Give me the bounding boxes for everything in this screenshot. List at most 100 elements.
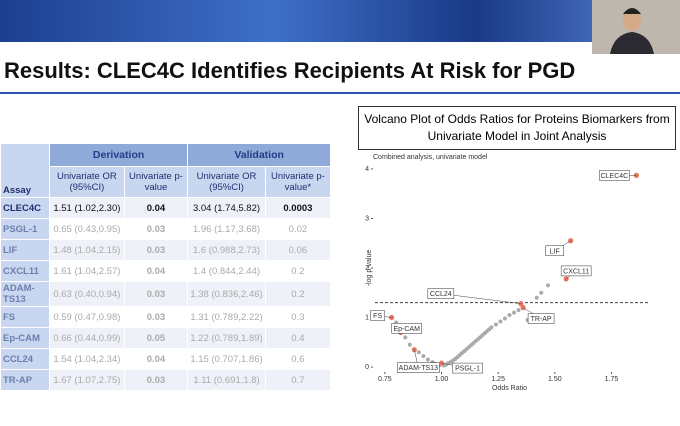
x-tick-label: 1.25 — [491, 376, 505, 383]
x-tick-label: 1.75 — [605, 376, 619, 383]
table-cell: 1.54 (1.04,2.34) — [49, 348, 125, 370]
group-header: Validation — [187, 143, 331, 167]
table-cell: CXCL11 — [0, 260, 50, 282]
point — [407, 342, 412, 347]
x-tick-label: 1.00 — [435, 376, 449, 383]
table-cell: 0.66 (0.44,0.99) — [49, 327, 125, 349]
point — [493, 322, 498, 327]
webcam — [592, 0, 680, 54]
table-cell: 0.03 — [123, 369, 189, 391]
y-tick-label: 4 — [365, 166, 369, 173]
label-box — [545, 245, 564, 257]
table-cell: 0.63 (0.40,0.94) — [49, 281, 125, 307]
table-row: Ep-CAM 0.66 (0.44,0.99) 0.05 1.22 (0.789,1.… — [0, 327, 332, 349]
table-row: LIF 1.48 (1.04,2.15) 0.03 1.6 (0.988,2.73) 0… — [0, 239, 332, 261]
label-box — [397, 362, 440, 373]
table-cell: 1.61 (1.04,2.57) — [49, 260, 125, 282]
point — [512, 310, 517, 315]
table-cell: 0.2 — [264, 260, 332, 282]
point-label: ADAM-TS13 — [399, 365, 438, 372]
slide-title: Results: CLEC4C Identifies Recipients At… — [4, 58, 576, 83]
table-cell: 0.03 — [123, 218, 189, 240]
table-row: CXCL11 1.61 (1.04,2.57) 0.04 1.4 (0.844,2.4… — [0, 260, 332, 282]
table-cell: 0.7 — [264, 369, 332, 391]
table-cell: LIF — [0, 239, 50, 261]
highlight-point — [563, 276, 569, 282]
point — [539, 290, 544, 295]
table-cell: 1.11 (0.691,1.8) — [187, 369, 266, 391]
table-cell: 1.6 (0.988,2.73) — [187, 239, 266, 261]
point — [502, 316, 507, 321]
table-cell: 0.0003 — [264, 197, 332, 219]
table-cell: 1.48 (1.04,2.15) — [49, 239, 125, 261]
table-cell: ADAM-TS13 — [0, 281, 50, 307]
table-cell: 1.96 (1.17,3.68) — [187, 218, 266, 240]
label-box — [527, 313, 555, 324]
point-label: FS — [373, 313, 382, 320]
table-cell: 1.22 (0.789,1.89) — [187, 327, 266, 349]
point — [403, 335, 408, 340]
x-axis-label: Odds Ratio — [492, 385, 527, 392]
y-tick-label: 2 — [365, 265, 369, 272]
table-cell: 0.04 — [123, 197, 189, 219]
table-cell: 1.38 (0.836,2.46) — [187, 281, 266, 307]
table-cell: 0.04 — [123, 260, 189, 282]
webcam-person — [592, 0, 680, 54]
banner — [0, 0, 680, 42]
table-cell: 0.04 — [123, 348, 189, 370]
table-cell: 0.2 — [264, 281, 332, 307]
table-cell: 0.05 — [123, 327, 189, 349]
table-cell: 0.59 (0.47,0.98) — [49, 306, 125, 328]
table-cell: CCL24 — [0, 348, 50, 370]
table-cell: 0.3 — [264, 306, 332, 328]
table-cell: 0.03 — [123, 306, 189, 328]
point — [507, 313, 512, 318]
y-tick-label: 0 — [365, 364, 369, 371]
point — [421, 354, 426, 359]
col-header: Univariate p-value — [123, 166, 189, 198]
highlight-point — [438, 360, 445, 366]
table-cell: TR-AP — [0, 369, 50, 391]
point — [498, 319, 503, 324]
table-cell: 0.03 — [123, 239, 189, 261]
table-cell: 1.4 (0.844,2.44) — [187, 260, 266, 282]
table-cell: 3.04 (1.74,5.82) — [187, 197, 266, 219]
table-cell: 0.03 — [123, 281, 189, 307]
plot-caption: Volcano Plot of Odds Ratios for Proteins… — [358, 106, 676, 150]
table-cell: 1.15 (0.707,1.86) — [187, 348, 266, 370]
y-tick-label: 1 — [365, 315, 369, 322]
y-axis-label: -log p-value — [366, 250, 373, 287]
title-rule — [0, 92, 680, 94]
table-cell: Ep-CAM — [0, 327, 50, 349]
point-label: Ep-CAM — [393, 326, 420, 333]
table-row: CCL24 1.54 (1.04,2.34) 0.04 1.15 (0.707,1.8… — [0, 348, 332, 370]
table-row: PSGL-1 0.65 (0.43,0.95) 0.03 1.96 (1.17,3.6… — [0, 218, 332, 240]
point-label: CCL24 — [430, 291, 452, 298]
label-box — [599, 170, 630, 181]
table-row: TR-AP 1.67 (1.07,2.75) 0.03 1.11 (0.691,1.8… — [0, 369, 332, 391]
label-box — [391, 323, 422, 334]
volcano-plot: Combined analysis, univariate model 0.75 1… — [365, 154, 650, 392]
table-row: FS 0.59 (0.47,0.98) 0.03 1.31 (0.789,2.22) 0… — [0, 306, 332, 328]
group-header: Derivation — [48, 143, 189, 167]
x-tick-label: 0.75 — [378, 376, 392, 383]
table-cell: 0.06 — [264, 239, 332, 261]
col-header: Univariate OR (95%CI) — [187, 166, 266, 198]
table-cell: CLEC4C — [0, 197, 50, 219]
table-row: CLEC4C 1.51 (1.02,2.30) 0.04 3.04 (1.74,5.8… — [0, 197, 332, 219]
point — [546, 283, 551, 288]
label-box — [370, 310, 385, 321]
table-cell: 1.31 (0.789,2.22) — [187, 306, 266, 328]
table-cell: 1.51 (1.02,2.30) — [49, 197, 125, 219]
table-cell: 1.67 (1.07,2.75) — [49, 369, 125, 391]
table-cell: 0.6 — [264, 348, 332, 370]
y-tick-label: 3 — [365, 215, 369, 222]
label-leader — [440, 293, 521, 304]
point-label: CXCL11 — [563, 268, 589, 275]
point-label: TR-AP — [531, 316, 552, 323]
col-header: Univariate OR (95%CI) — [49, 166, 125, 198]
point-label: CLEC4C — [601, 173, 629, 180]
point — [425, 357, 430, 362]
point-label: PSGL-1 — [455, 366, 480, 373]
